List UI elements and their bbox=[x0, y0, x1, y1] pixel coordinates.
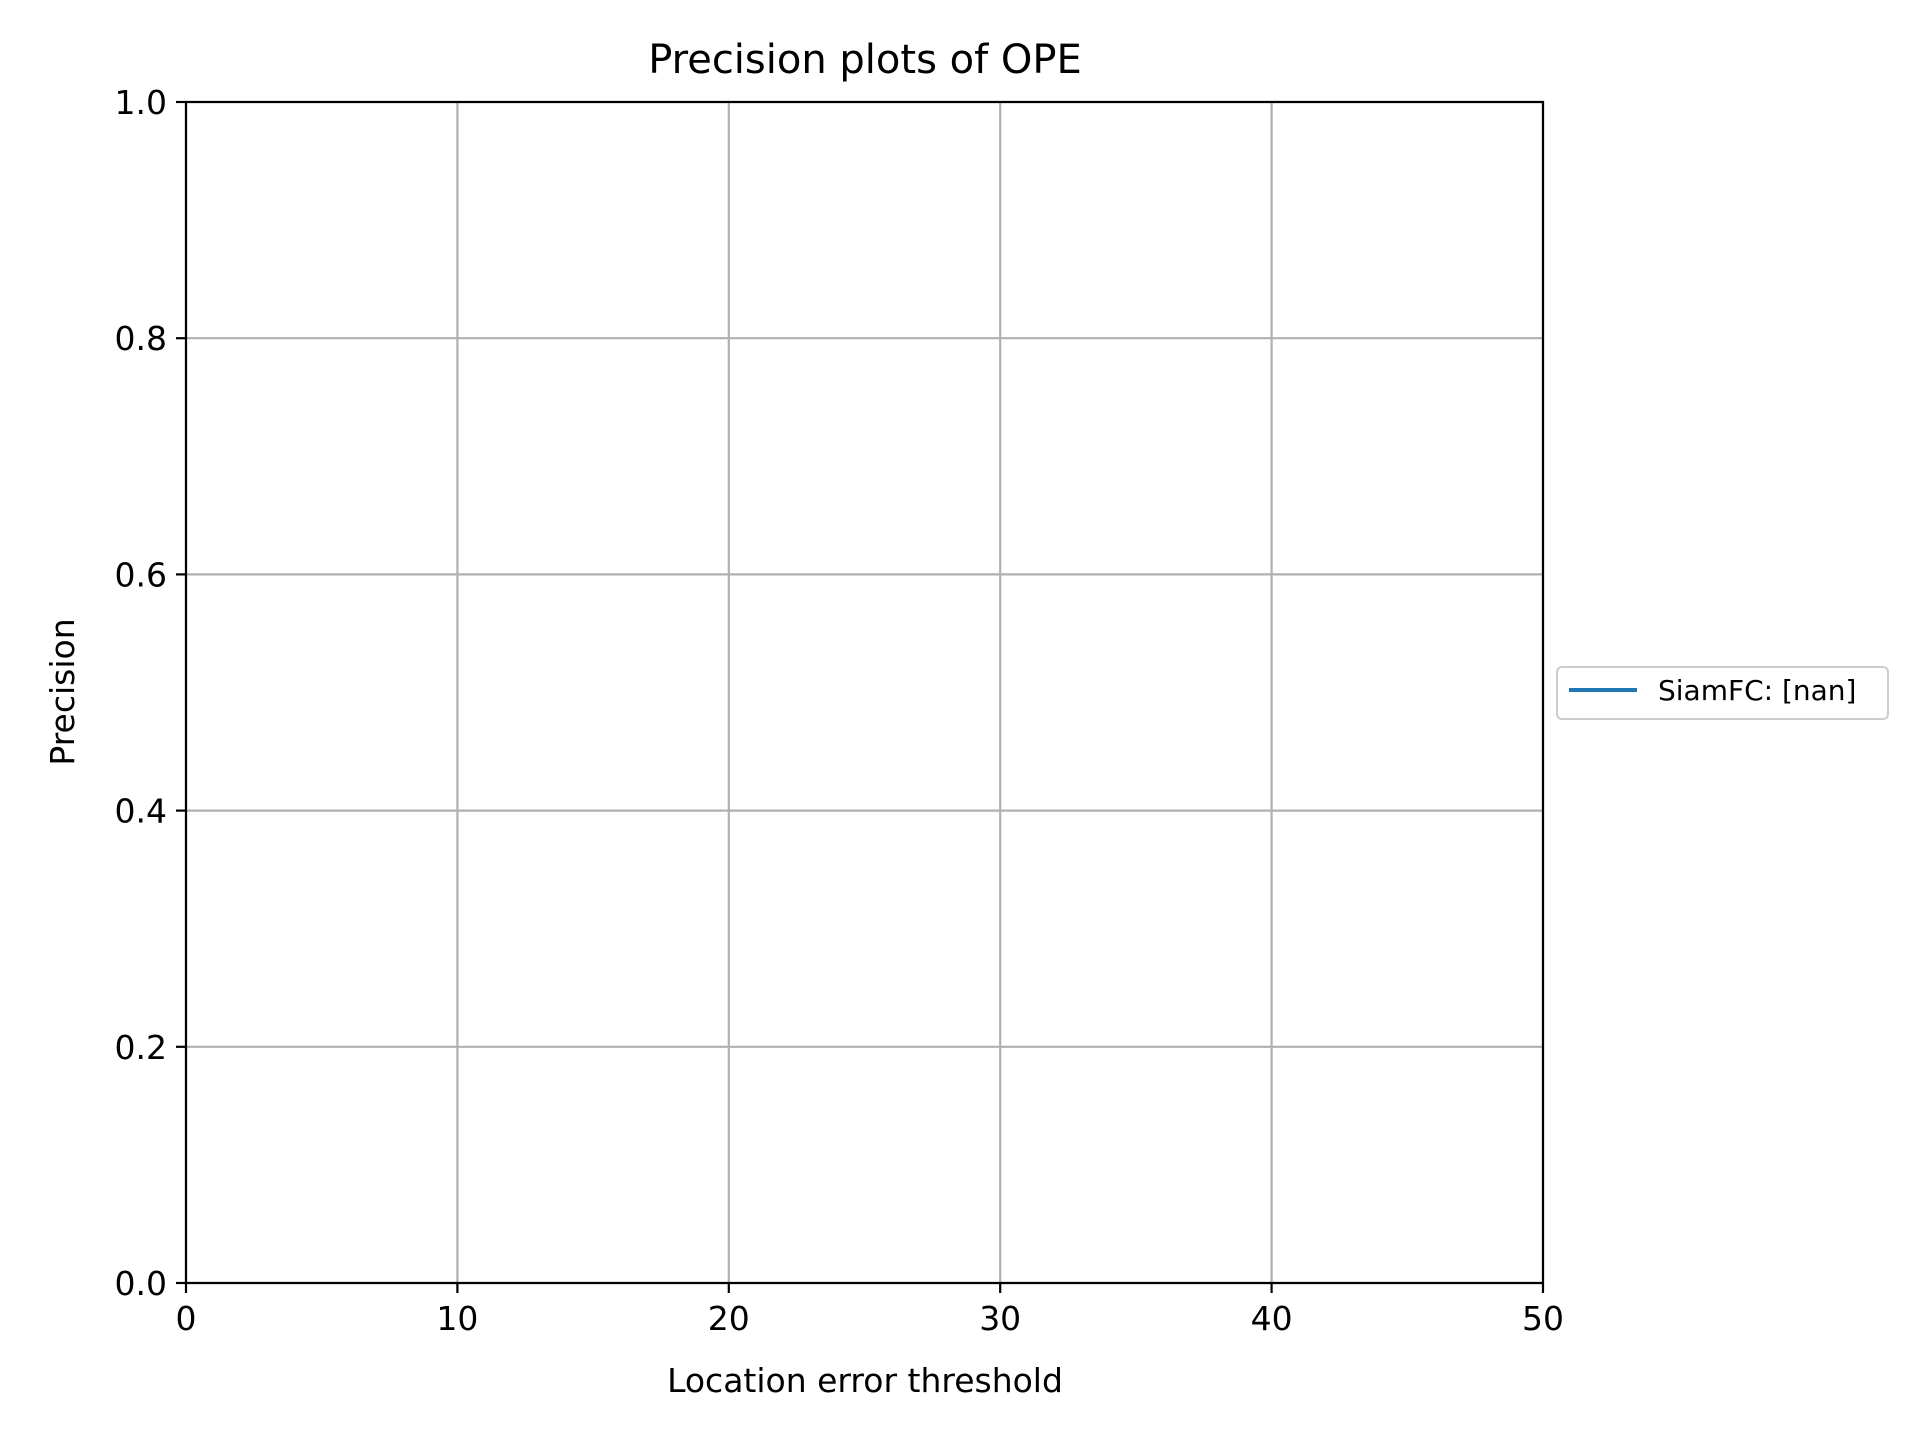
grid-lines bbox=[184, 100, 1545, 1285]
y-tick-label: 0.4 bbox=[115, 792, 167, 831]
legend-box bbox=[1556, 666, 1889, 720]
legend-label-siamfc: SiamFC: [nan] bbox=[1658, 674, 1856, 707]
x-tick-label: 20 bbox=[708, 1299, 750, 1338]
x-tick-label: 40 bbox=[1251, 1299, 1293, 1338]
y-tick-label: 0.2 bbox=[115, 1028, 167, 1067]
y-tick-label: 0.0 bbox=[115, 1264, 167, 1303]
y-tick-label: 0.6 bbox=[115, 555, 167, 594]
x-axis-label: Location error threshold bbox=[667, 1361, 1063, 1400]
y-axis: 0.0 0.2 0.4 0.6 0.8 1.0 bbox=[115, 83, 186, 1303]
x-tick-label: 0 bbox=[176, 1299, 197, 1338]
plot-frame bbox=[184, 100, 1545, 1285]
x-tick-label: 10 bbox=[436, 1299, 478, 1338]
x-tick-label: 30 bbox=[979, 1299, 1021, 1338]
y-axis-label: Precision bbox=[43, 618, 82, 765]
chart-title: Precision plots of OPE bbox=[648, 37, 1082, 83]
y-tick-label: 1.0 bbox=[115, 83, 167, 122]
y-tick-label: 0.8 bbox=[115, 319, 167, 358]
legend: SiamFC: [nan] bbox=[1556, 666, 1889, 720]
x-tick-label: 50 bbox=[1522, 1299, 1564, 1338]
x-axis: 0 10 20 30 40 50 bbox=[176, 1283, 1564, 1338]
